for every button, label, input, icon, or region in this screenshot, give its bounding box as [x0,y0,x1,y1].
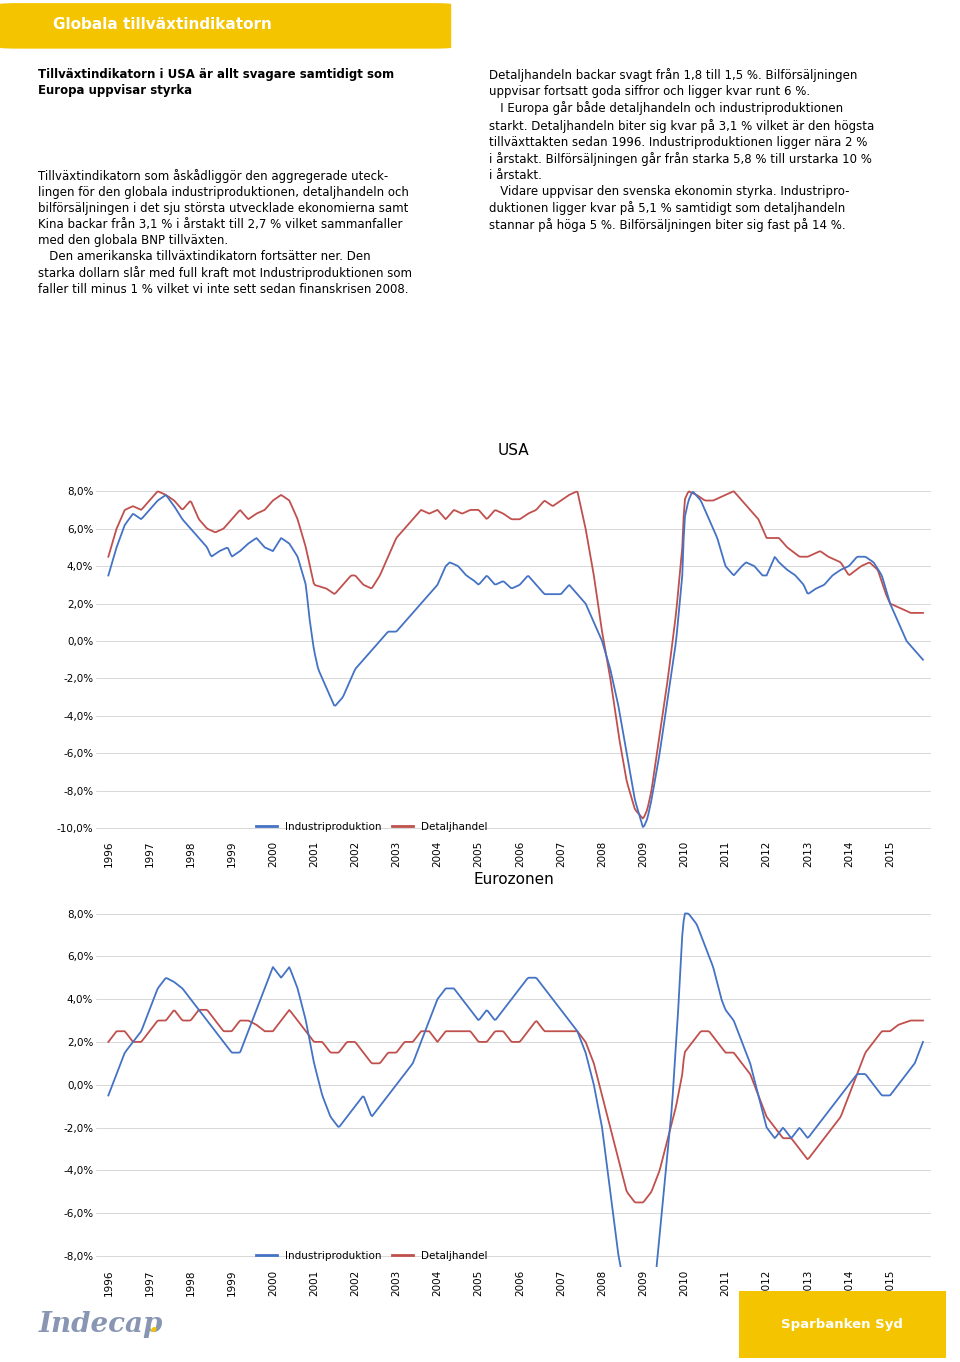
FancyBboxPatch shape [739,1291,946,1358]
Text: .: . [149,1312,158,1337]
Text: Globala tillväxtindikatorn: Globala tillväxtindikatorn [53,18,272,33]
Title: USA: USA [498,443,529,458]
Text: Tillväxtindikatorn som åskådliggör den aggregerade uteck-
lingen för den globala: Tillväxtindikatorn som åskådliggör den a… [38,169,413,297]
Title: Eurozonen: Eurozonen [473,872,554,887]
Legend: Industriproduktion, Detaljhandel: Industriproduktion, Detaljhandel [252,817,492,836]
Legend: Industriproduktion, Detaljhandel: Industriproduktion, Detaljhandel [252,1246,492,1265]
Text: Detaljhandeln backar svagt från 1,8 till 1,5 %. Bilförsäljningen
uppvisar fortsa: Detaljhandeln backar svagt från 1,8 till… [489,68,875,233]
FancyBboxPatch shape [0,3,451,49]
Text: Sparbanken Syd: Sparbanken Syd [781,1318,902,1331]
Text: Indecap: Indecap [38,1312,163,1337]
Text: Tillväxtindikatorn i USA är allt svagare samtidigt som
Europa uppvisar styrka: Tillväxtindikatorn i USA är allt svagare… [38,68,395,97]
